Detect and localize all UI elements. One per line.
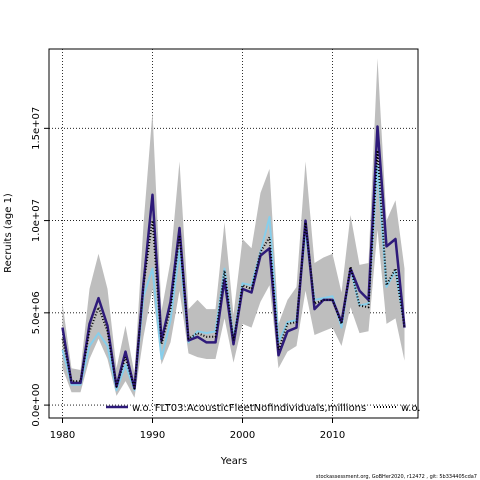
y-tick-label-3: 1.0e+07 — [31, 199, 42, 242]
credit-text: stockassessment.org, GoBHer2020, r12472 … — [316, 474, 477, 480]
x-axis-label: Years — [220, 456, 247, 467]
confidence-band — [62, 58, 405, 398]
plot-frame — [48, 48, 419, 419]
x-tick-label-1: 1980 — [50, 430, 75, 441]
y-axis: 0.0e+00 5.0e+06 1.0e+07 1.5e+07 — [31, 107, 49, 427]
y-axis-label: Recruits (age 1) — [3, 193, 14, 273]
y-tick-label-4: 1.5e+07 — [31, 107, 42, 150]
y-tick-label-1: 0.0e+00 — [31, 383, 42, 426]
x-tick-label-3: 2000 — [230, 430, 255, 441]
series-lines — [61, 125, 406, 392]
plot-background — [49, 49, 418, 418]
legend-label-series-1: w.o. FLT03:AcousticFleetNofindividuals,m… — [132, 403, 366, 414]
y-tick-label-2: 5.0e+06 — [31, 291, 42, 334]
x-axis: 1980 1990 2000 2010 — [50, 418, 345, 441]
legend: w.o. FLT03:AcousticFleetNofindividuals,m… — [106, 403, 421, 414]
x-tick-label-2: 1990 — [140, 430, 165, 441]
legend-label-series-2: w.o. — [401, 403, 421, 414]
x-tick-label-4: 2010 — [320, 430, 345, 441]
